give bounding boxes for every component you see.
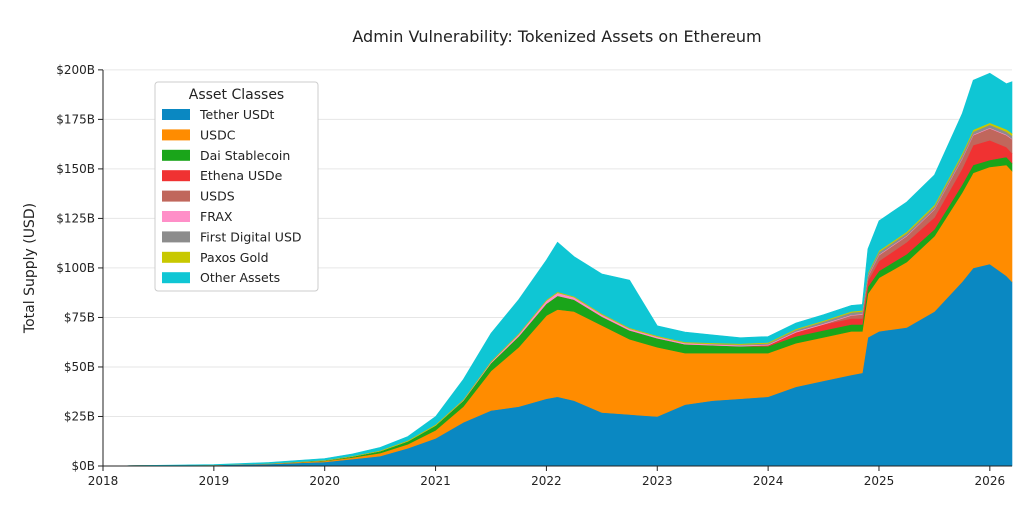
legend-swatch-tether-usdt (162, 109, 190, 120)
x-tick-label: 2021 (420, 474, 451, 488)
x-tick-label: 2020 (309, 474, 340, 488)
y-tick-label: $175B (56, 112, 95, 126)
y-tick-label: $150B (56, 162, 95, 176)
y-tick-label: $200B (56, 63, 95, 77)
y-tick-label: $0B (71, 459, 95, 473)
x-tick-label: 2019 (199, 474, 230, 488)
axes: $0B $25B $50B $75B $100B $125B $150B $175B $200B… (56, 63, 1012, 488)
legend-swatch-frax (162, 211, 190, 222)
legend-label-frax: FRAX (200, 209, 233, 224)
y-tick-label: $100B (56, 261, 95, 275)
x-tick-label: 2025 (864, 474, 895, 488)
chart-title: Admin Vulnerability: Tokenized Assets on… (352, 27, 761, 46)
area-other-assets (102, 72, 1013, 467)
legend-swatch-usdc (162, 129, 190, 141)
stacked-areas (102, 72, 1013, 467)
legend-label-usdc: USDC (200, 127, 236, 142)
legend-label-other-assets: Other Assets (200, 270, 280, 285)
x-tick-label: 2024 (753, 474, 784, 488)
y-tick-label: $25B (64, 409, 95, 423)
legend-label-paxos-gold: Paxos Gold (200, 250, 269, 265)
legend-swatch-first-digital-usd (162, 231, 190, 243)
y-tick-label: $125B (56, 211, 95, 225)
x-tick-label: 2023 (642, 474, 673, 488)
x-tick-label: 2026 (975, 474, 1006, 488)
legend-swatch-other-assets (162, 272, 190, 284)
legend-swatch-usds (162, 190, 190, 202)
y-tick-label: $50B (64, 360, 95, 374)
y-tick-label: $75B (64, 310, 95, 324)
legend-label-dai-stablecoin: Dai Stablecoin (200, 148, 290, 163)
legend: Asset Classes Tether USDt USDC Dai Stablec… (154, 81, 319, 292)
x-tick-label: 2022 (531, 474, 562, 488)
legend-swatch-ethena-usde (162, 170, 190, 182)
x-tick-label: 2018 (88, 474, 119, 488)
legend-swatch-dai-stablecoin (162, 149, 190, 161)
legend-title: Asset Classes (189, 87, 284, 103)
legend-swatch-paxos-gold (162, 251, 190, 263)
legend-label-tether-usdt: Tether USDt (199, 107, 275, 122)
legend-label-ethena-usde: Ethena USDe (200, 168, 283, 183)
y-axis-title: Total Supply (USD) (22, 203, 38, 334)
legend-label-first-digital-usd: First Digital USD (200, 229, 302, 244)
legend-box (154, 81, 319, 292)
legend-label-usds: USDS (200, 189, 235, 204)
